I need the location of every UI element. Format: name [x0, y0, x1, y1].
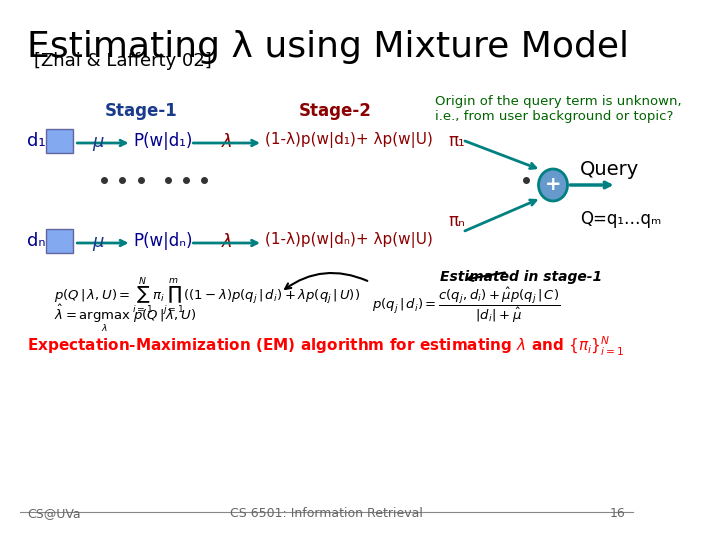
Text: [Zhai & Lafferty 02]: [Zhai & Lafferty 02]	[35, 52, 212, 70]
Text: $p(q_j\,|\,d_i)=\dfrac{c(q_j,d_i)+\hat{\mu}p(q_j\,|\,C)}{|d_i|+\hat{\mu}}$: $p(q_j\,|\,d_i)=\dfrac{c(q_j,d_i)+\hat{\…	[372, 285, 560, 325]
Text: $p(Q\,|\,\lambda,U)=\sum_{i=1}^{N}\pi_i\prod_{j=1}^{m}((1-\lambda)p(q_j\,|\,d_i): $p(Q\,|\,\lambda,U)=\sum_{i=1}^{N}\pi_i\…	[55, 275, 361, 318]
FancyBboxPatch shape	[46, 229, 73, 253]
Text: Stage-2: Stage-2	[300, 102, 372, 120]
Text: Stage-1: Stage-1	[104, 102, 177, 120]
Text: P(w|dₙ): P(w|dₙ)	[133, 232, 193, 250]
Circle shape	[539, 169, 567, 201]
Text: Estimated in stage-1: Estimated in stage-1	[440, 270, 603, 284]
Text: +: +	[545, 176, 562, 194]
Text: πₙ: πₙ	[449, 212, 466, 230]
Text: P(w|d₁): P(w|d₁)	[133, 132, 193, 150]
Text: λ: λ	[221, 133, 232, 151]
Text: Estimating λ using Mixture Model: Estimating λ using Mixture Model	[27, 30, 629, 64]
Text: Q=q₁…qₘ: Q=q₁…qₘ	[580, 210, 662, 228]
Text: Expectation-Maximization (EM) algorithm for estimating $\lambda$ and $\{\pi_i\}_: Expectation-Maximization (EM) algorithm …	[27, 335, 625, 358]
Text: Query: Query	[580, 160, 639, 179]
Text: d₁: d₁	[27, 132, 46, 150]
Text: λ: λ	[221, 233, 232, 251]
Text: 16: 16	[610, 507, 626, 520]
Text: (1-λ)p(w|d₁)+ λp(w|U): (1-λ)p(w|d₁)+ λp(w|U)	[265, 132, 433, 148]
Text: $\hat{\lambda}=\underset{\lambda}{\mathrm{argmax}}\;p(Q\,|\,\lambda,U)$: $\hat{\lambda}=\underset{\lambda}{\mathr…	[55, 302, 197, 334]
Text: dₙ: dₙ	[27, 232, 45, 250]
Text: π₁: π₁	[449, 132, 466, 150]
Text: μ: μ	[92, 133, 104, 151]
Text: Origin of the query term is unknown,
i.e., from user background or topic?: Origin of the query term is unknown, i.e…	[435, 95, 682, 123]
Text: μ: μ	[92, 233, 104, 251]
Text: CS 6501: Information Retrieval: CS 6501: Information Retrieval	[230, 507, 423, 520]
FancyBboxPatch shape	[46, 129, 73, 153]
Text: (1-λ)p(w|dₙ)+ λp(w|U): (1-λ)p(w|dₙ)+ λp(w|U)	[265, 232, 433, 248]
Text: CS@UVa: CS@UVa	[27, 507, 81, 520]
